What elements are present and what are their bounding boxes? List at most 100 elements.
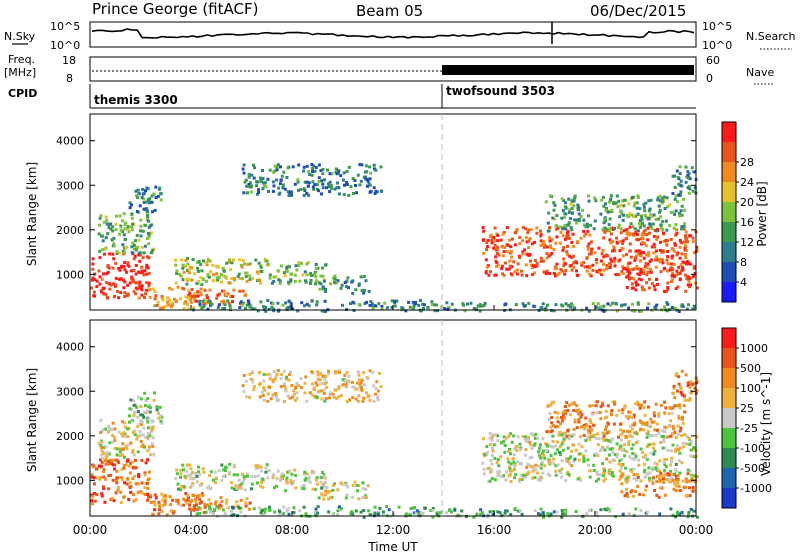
data-cell — [155, 405, 159, 409]
data-cell — [588, 509, 591, 512]
data-cell — [525, 240, 529, 244]
data-cell — [235, 486, 239, 490]
data-cell — [643, 400, 647, 404]
data-cell — [302, 505, 306, 509]
data-cell — [567, 210, 571, 214]
data-cell — [579, 215, 583, 218]
data-cell — [420, 511, 424, 515]
data-cell — [131, 448, 135, 452]
data-cell — [621, 272, 625, 275]
data-cell — [650, 282, 654, 286]
data-cell — [507, 434, 511, 438]
data-cell — [417, 510, 421, 514]
data-cell — [146, 498, 150, 502]
data-cell — [689, 439, 693, 443]
data-cell — [636, 233, 639, 237]
data-cell — [300, 487, 304, 491]
data-cell — [289, 279, 293, 283]
data-cell — [373, 192, 377, 196]
data-cell — [411, 307, 415, 311]
data-cell — [631, 267, 635, 271]
data-cell — [102, 252, 106, 256]
data-cell — [282, 384, 286, 388]
data-cell — [106, 222, 109, 226]
data-cell — [609, 241, 613, 245]
data-cell — [266, 476, 270, 480]
data-cell — [688, 177, 692, 181]
data-cell — [545, 245, 549, 249]
data-cell — [636, 283, 640, 287]
data-cell — [311, 393, 315, 397]
data-cell — [695, 435, 699, 439]
data-cell — [516, 272, 519, 276]
data-cell — [602, 479, 606, 483]
data-cell — [619, 433, 623, 437]
data-cell — [365, 170, 369, 174]
data-cell — [273, 486, 276, 490]
data-cell — [192, 294, 196, 298]
data-cell — [167, 298, 171, 302]
data-cell — [688, 469, 692, 473]
data-cell — [554, 241, 558, 245]
data-cell — [664, 465, 668, 469]
data-cell — [605, 253, 608, 257]
data-cell — [380, 305, 384, 308]
data-cell — [246, 501, 250, 505]
data-cell — [300, 485, 304, 489]
data-cell — [546, 472, 550, 476]
data-cell — [695, 379, 699, 383]
data-cell — [555, 214, 559, 217]
data-cell — [112, 295, 116, 299]
data-cell — [106, 459, 110, 463]
data-cell — [644, 453, 648, 457]
data-cell — [561, 512, 564, 516]
data-cell — [486, 515, 490, 519]
data-cell — [202, 305, 206, 309]
data-cell — [607, 422, 611, 426]
data-cell — [190, 499, 194, 503]
cpid-panel: CPID themis 3300 twofsound 3503 — [8, 84, 696, 109]
data-cell — [127, 420, 131, 424]
data-cell — [638, 259, 642, 263]
data-cell — [150, 200, 154, 204]
data-cell — [557, 433, 561, 437]
data-cell — [268, 505, 271, 509]
data-cell — [367, 289, 371, 293]
data-cell — [640, 288, 644, 292]
data-cell — [181, 263, 185, 267]
data-cell — [687, 185, 691, 189]
data-cell — [337, 385, 341, 388]
data-cell — [336, 279, 340, 283]
data-cell — [135, 437, 139, 441]
data-cell — [656, 196, 660, 200]
data-cell — [329, 496, 333, 500]
data-cell — [628, 415, 632, 418]
data-cell — [128, 414, 131, 418]
data-cell — [691, 240, 695, 244]
data-cell — [110, 238, 114, 242]
data-cell — [119, 265, 123, 269]
data-cell — [528, 456, 532, 460]
data-cell — [174, 281, 178, 285]
data-cell — [608, 509, 612, 513]
data-cell — [542, 240, 546, 243]
freq-panel: Freq. [MHz] 18 8 60 0 Nave — [4, 53, 774, 85]
data-cell — [249, 190, 253, 194]
data-cell — [607, 223, 611, 227]
data-cell — [140, 491, 144, 495]
data-cell — [245, 303, 249, 307]
data-cell — [533, 259, 537, 262]
data-cell — [143, 493, 147, 496]
data-cell — [688, 494, 692, 498]
data-cell — [688, 385, 692, 389]
data-cell — [355, 483, 359, 487]
data-cell — [317, 176, 321, 180]
data-cell — [687, 513, 690, 517]
data-cell — [314, 507, 318, 511]
data-cell — [562, 246, 566, 249]
data-cell — [264, 466, 268, 470]
data-cell — [676, 424, 680, 428]
data-cell — [231, 506, 235, 510]
data-cell — [663, 446, 667, 450]
data-cell — [576, 218, 579, 222]
